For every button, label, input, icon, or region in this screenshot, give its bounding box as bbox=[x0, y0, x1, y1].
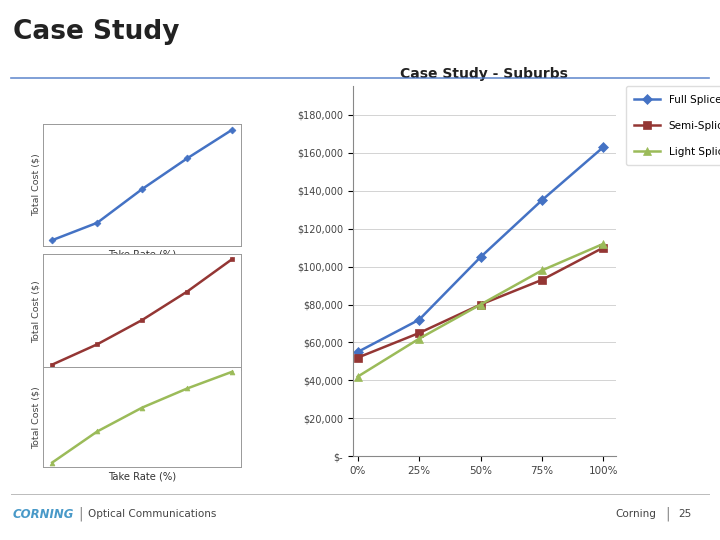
Light Splice bbox=[415, 335, 423, 342]
Text: CORNING: CORNING bbox=[13, 508, 74, 521]
X-axis label: Take Rate (%): Take Rate (%) bbox=[108, 250, 176, 260]
Text: Optical Communications: Optical Communications bbox=[88, 509, 216, 519]
Full Splice bbox=[538, 197, 546, 204]
Semi-Splice bbox=[354, 354, 362, 361]
Text: Case Study: Case Study bbox=[13, 19, 179, 45]
Semi-Splice bbox=[476, 301, 485, 308]
Line: Light Splice: Light Splice bbox=[354, 240, 607, 381]
Full Splice bbox=[599, 144, 608, 150]
Semi-Splice bbox=[599, 245, 608, 251]
Light Splice bbox=[538, 267, 546, 274]
Semi-Splice bbox=[415, 330, 423, 336]
Full Splice bbox=[476, 254, 485, 260]
Legend: Full Splice, Semi-Splice, Light Splice: Full Splice, Semi-Splice, Light Splice bbox=[626, 86, 720, 165]
Text: Corning: Corning bbox=[616, 509, 657, 519]
Title: Case Study - Suburbs: Case Study - Suburbs bbox=[400, 67, 568, 81]
Y-axis label: Total Cost ($): Total Cost ($) bbox=[32, 386, 40, 449]
X-axis label: Take Rate (%): Take Rate (%) bbox=[108, 471, 176, 481]
Text: |: | bbox=[665, 507, 670, 521]
Full Splice bbox=[415, 316, 423, 323]
X-axis label: Take Rate (%): Take Rate (%) bbox=[108, 374, 176, 384]
Y-axis label: Total Cost ($): Total Cost ($) bbox=[32, 280, 40, 343]
Light Splice bbox=[354, 373, 362, 380]
Line: Semi-Splice: Semi-Splice bbox=[354, 244, 607, 361]
Y-axis label: Total Cost ($): Total Cost ($) bbox=[32, 153, 40, 217]
Full Splice bbox=[354, 349, 362, 355]
Light Splice bbox=[476, 301, 485, 308]
Line: Full Splice: Full Splice bbox=[354, 143, 607, 356]
Light Splice bbox=[599, 241, 608, 247]
Semi-Splice bbox=[538, 276, 546, 283]
Text: 25: 25 bbox=[678, 509, 691, 519]
Text: |: | bbox=[78, 507, 82, 521]
